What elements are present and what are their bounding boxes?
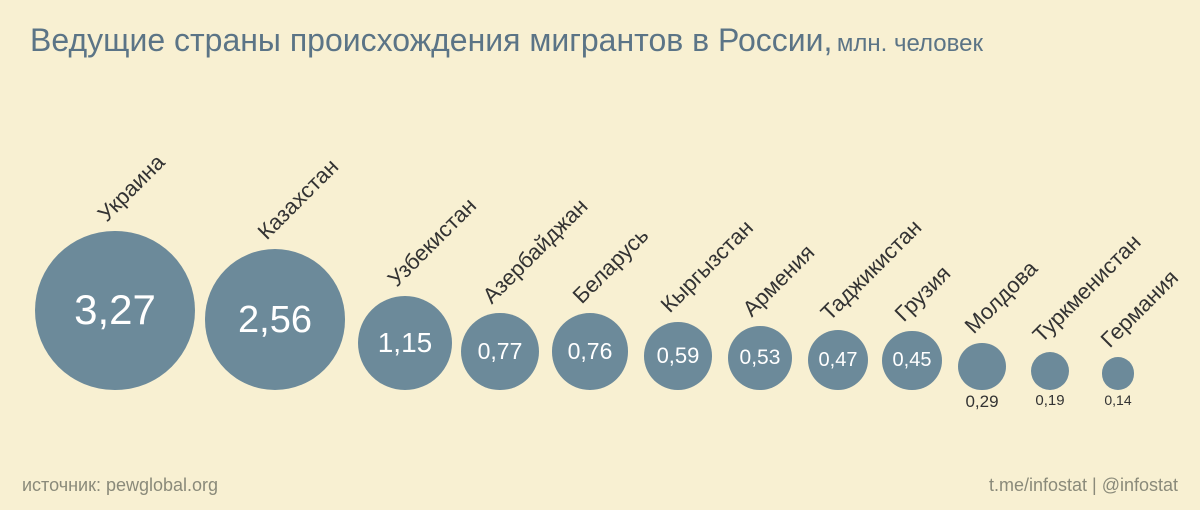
bubble: 0,53 <box>728 326 792 390</box>
bubble-value: 0,29 <box>952 392 1012 412</box>
bubble-value: 0,77 <box>478 340 523 363</box>
bubble: 1,15 <box>358 296 452 390</box>
bubble: 3,27 <box>35 231 194 390</box>
bubble-label: Беларусь <box>568 223 654 309</box>
footer-source: источник: pewglobal.org <box>22 475 218 496</box>
bubble-value: 0,53 <box>740 347 781 368</box>
chart-canvas: Ведущие страны происхождения мигрантов в… <box>0 0 1200 510</box>
bubble-value: 2,56 <box>238 301 312 339</box>
bubble: 0,77 <box>461 313 538 390</box>
bubble: 0,76 <box>552 313 629 390</box>
bubble: 0,47 <box>808 330 868 390</box>
chart-title-main: Ведущие страны происхождения мигрантов в… <box>30 22 832 58</box>
bubble <box>958 343 1005 390</box>
bubble-label: Узбекистан <box>383 192 482 291</box>
bubble-value: 0,76 <box>568 340 613 363</box>
bubble-value: 0,14 <box>1088 392 1148 408</box>
bubble: 0,59 <box>644 322 712 390</box>
bubble: 2,56 <box>205 249 346 390</box>
bubble-value: 0,59 <box>657 345 700 367</box>
bubble-value: 3,27 <box>74 289 156 331</box>
bubble-value: 0,45 <box>893 350 932 370</box>
bubble <box>1102 357 1135 390</box>
bubble: 0,45 <box>882 331 941 390</box>
chart-title: Ведущие страны происхождения мигрантов в… <box>30 22 983 59</box>
bubble-label: Украина <box>93 149 171 227</box>
bubble-value: 1,15 <box>378 329 433 357</box>
bubble-value: 0,47 <box>819 350 858 370</box>
chart-title-sub: млн. человек <box>837 30 983 57</box>
bubble-label: Грузия <box>890 261 956 327</box>
bubble <box>1031 352 1069 390</box>
bubble-value: 0,19 <box>1020 392 1080 409</box>
bubble-label: Армения <box>738 239 820 321</box>
bubble-label: Казахстан <box>253 154 344 245</box>
footer-credit: t.me/infostat | @infostat <box>989 475 1178 496</box>
